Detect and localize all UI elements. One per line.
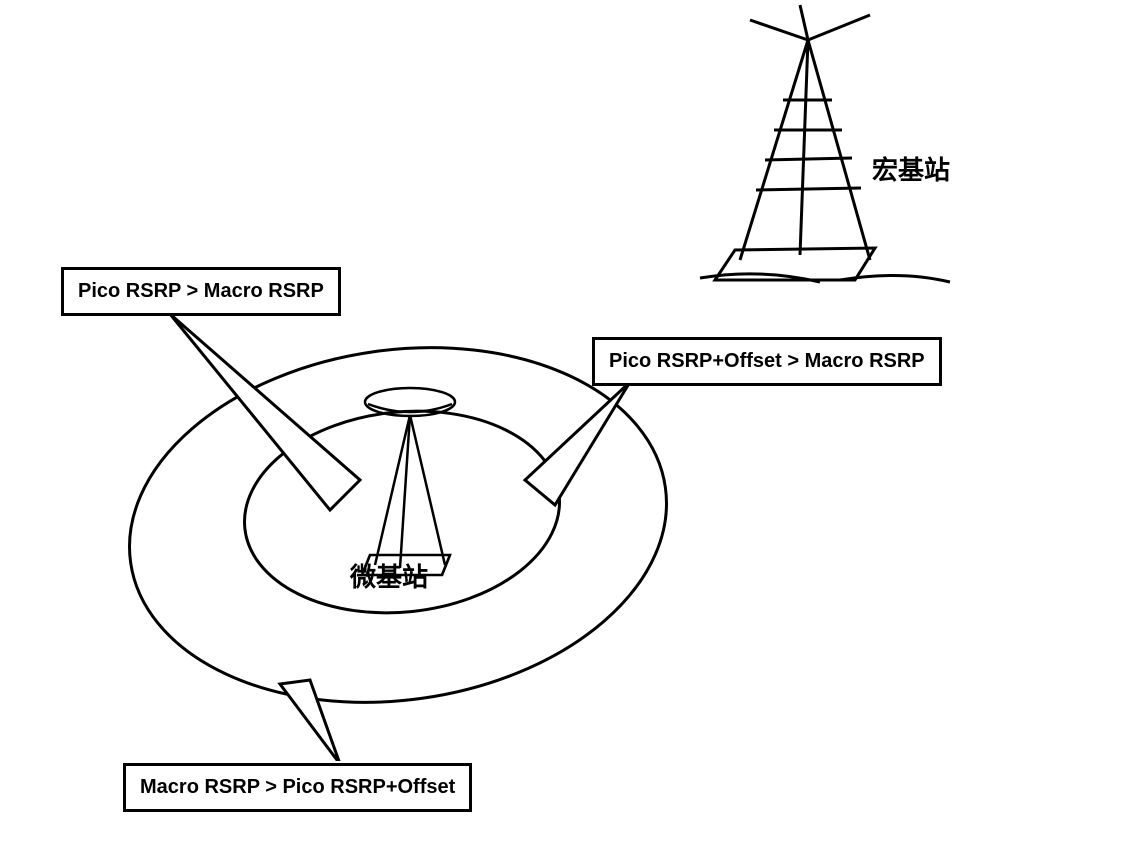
- callout-inner: Pico RSRP > Macro RSRP: [61, 267, 341, 316]
- callout-pointer-outer: [525, 382, 630, 505]
- macro-tower-icon: [700, 5, 950, 282]
- pico-label-text: 微基站: [350, 562, 428, 592]
- callout-pointer-bottom: [280, 680, 340, 764]
- callout-bottom-text: Macro RSRP > Pico RSRP+Offset: [140, 776, 455, 798]
- main-diagram: [0, 0, 1146, 841]
- callout-outer: Pico RSRP+Offset > Macro RSRP: [592, 337, 942, 386]
- callout-pointer-inner: [170, 314, 360, 510]
- callout-inner-text: Pico RSRP > Macro RSRP: [78, 280, 324, 302]
- macro-label-text: 宏基站: [872, 155, 950, 185]
- callout-outer-text: Pico RSRP+Offset > Macro RSRP: [609, 350, 925, 372]
- macro-label: 宏基站: [872, 150, 950, 187]
- pico-label: 微基站: [350, 557, 428, 594]
- callout-bottom: Macro RSRP > Pico RSRP+Offset: [123, 763, 472, 812]
